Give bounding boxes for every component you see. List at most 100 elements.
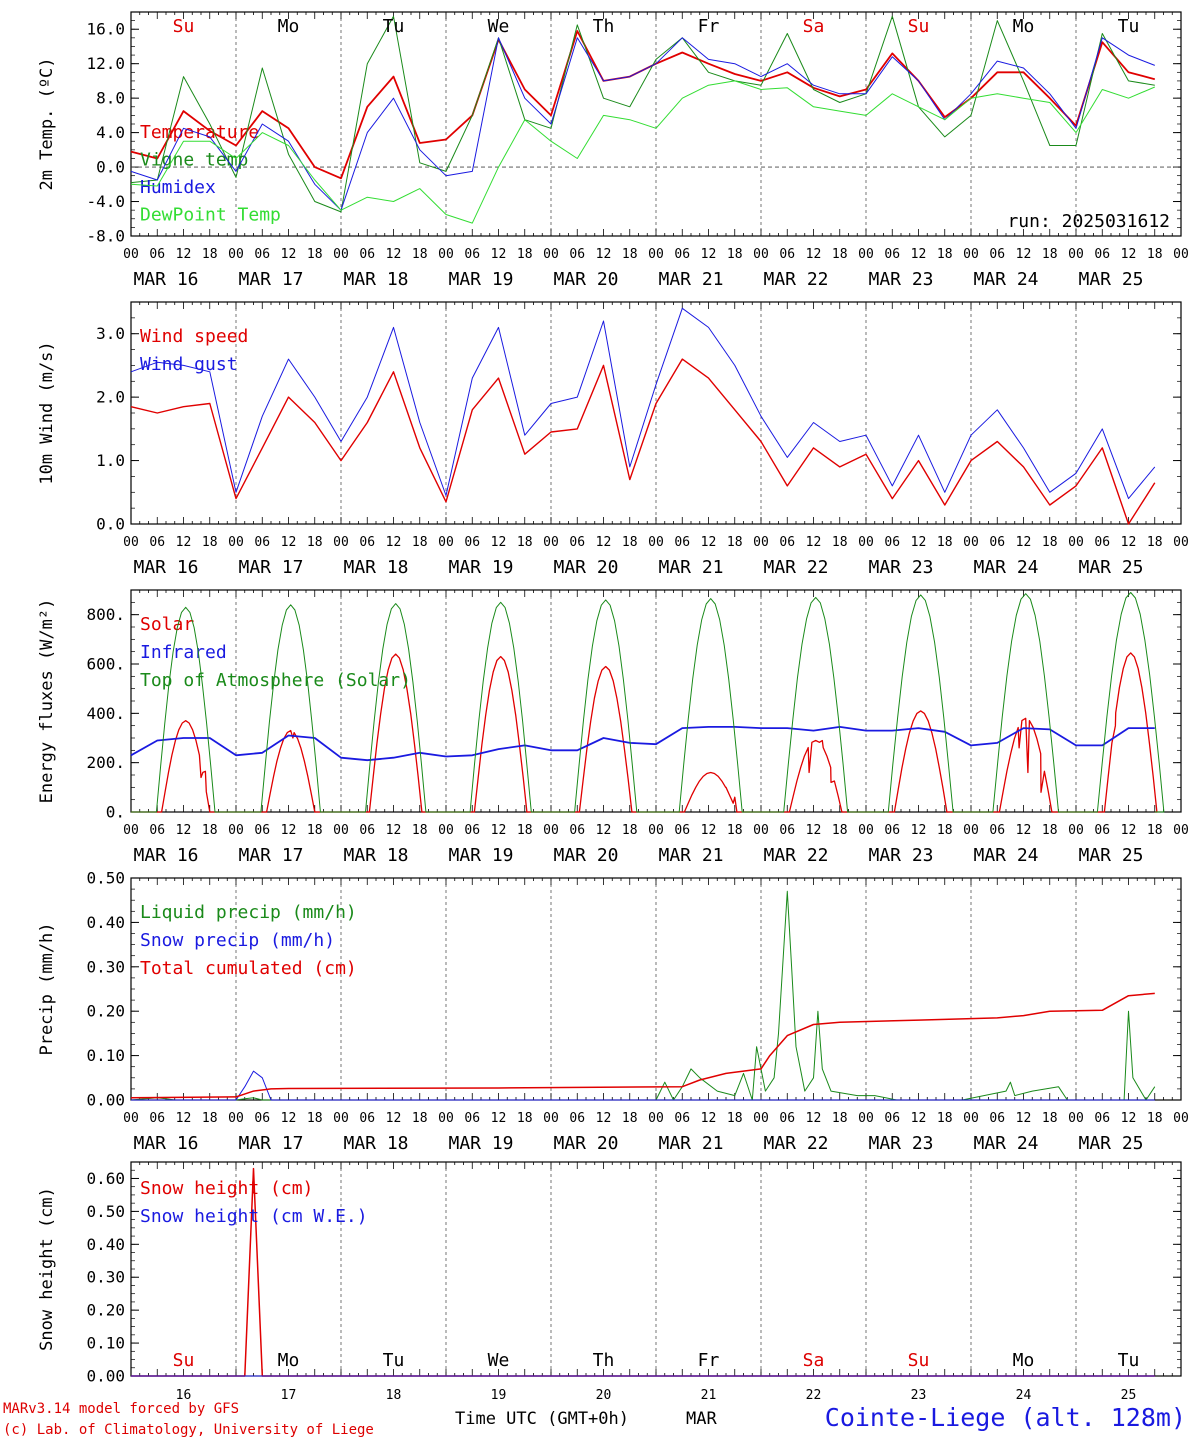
hour-label: 06 [989, 1111, 1005, 1126]
hour-label: 12 [1121, 535, 1137, 550]
hour-label: 06 [674, 535, 690, 550]
date-label: MAR 20 [553, 557, 618, 578]
day-number: 17 [281, 1388, 297, 1403]
hour-label: 06 [884, 535, 900, 550]
day-name: Mo [1013, 16, 1035, 37]
hour-label: 06 [884, 823, 900, 838]
hour-label: 00 [753, 247, 769, 262]
hour-label: 18 [202, 823, 218, 838]
hour-label: 12 [806, 247, 822, 262]
hour-label: 18 [1147, 1111, 1163, 1126]
y-axis-label: 10m Wind (m/s) [37, 341, 57, 484]
hour-label: 00 [228, 1111, 244, 1126]
day-name: Mo [278, 1350, 300, 1371]
hour-label: 18 [307, 1111, 323, 1126]
date-label: MAR 21 [658, 557, 723, 578]
legend-entry: Vigne temp [140, 150, 248, 171]
footer-station: Cointe-Liege (alt. 128m) [825, 1403, 1186, 1432]
y-tick-label: -8.0 [86, 227, 125, 246]
hour-label: 06 [359, 535, 375, 550]
legend-entry: Snow height (cm W.E.) [140, 1206, 368, 1227]
y-tick-label: 0.40 [86, 913, 125, 932]
series-line-wind-gust [130, 307, 1156, 500]
hour-label: 06 [989, 247, 1005, 262]
hour-label: 06 [1094, 535, 1110, 550]
hour-label: 18 [727, 1111, 743, 1126]
legend-entry: Infrared [140, 642, 227, 663]
hour-label: 00 [543, 535, 559, 550]
hour-label: 00 [1068, 823, 1084, 838]
day-name: Th [593, 1350, 615, 1371]
hour-label: 18 [622, 823, 638, 838]
y-tick-label: 0.50 [86, 1202, 125, 1221]
hour-label: 12 [1121, 823, 1137, 838]
hour-label: 06 [464, 1111, 480, 1126]
day-number: 25 [1121, 1388, 1137, 1403]
hour-label: 12 [911, 247, 927, 262]
y-tick-label: 0.00 [86, 1091, 125, 1110]
day-name: We [488, 1350, 510, 1371]
hour-label: 00 [228, 535, 244, 550]
day-number: 19 [491, 1388, 507, 1403]
hour-label: 06 [569, 535, 585, 550]
hour-label: 06 [149, 823, 165, 838]
hour-label: 00 [753, 535, 769, 550]
hour-label: 12 [596, 823, 612, 838]
hour-label: 12 [1016, 1111, 1032, 1126]
hour-label: 12 [281, 535, 297, 550]
y-tick-label: -4.0 [86, 192, 125, 211]
date-label: MAR 19 [448, 1133, 513, 1154]
hour-label: 12 [1121, 1111, 1137, 1126]
hour-label: 06 [254, 1111, 270, 1126]
hour-label: 12 [701, 247, 717, 262]
hour-label: 18 [727, 247, 743, 262]
hour-label: 18 [937, 1111, 953, 1126]
date-label: MAR 19 [448, 845, 513, 866]
date-label: MAR 22 [763, 845, 828, 866]
date-label: MAR 20 [553, 845, 618, 866]
y-tick-label: 0.0 [96, 158, 125, 177]
hour-label: 06 [779, 535, 795, 550]
y-tick-label: 1.0 [96, 451, 125, 470]
hour-label: 00 [1068, 1111, 1084, 1126]
footer-copyright: (c) Lab. of Climatology, University of L… [3, 1422, 374, 1438]
hour-label: 18 [727, 535, 743, 550]
day-name: Fr [698, 16, 720, 37]
hour-label: 00 [1068, 247, 1084, 262]
hour-label: 06 [1094, 823, 1110, 838]
hour-label: 12 [491, 1111, 507, 1126]
hour-label: 18 [307, 535, 323, 550]
date-label: MAR 23 [868, 269, 933, 290]
hour-label: 06 [464, 823, 480, 838]
series-line-solar [131, 652, 1158, 813]
hour-label: 00 [543, 247, 559, 262]
day-name: Sa [803, 1350, 825, 1371]
legend-entry: Top of Atmosphere (Solar) [140, 670, 411, 691]
y-tick-label: 4.0 [96, 123, 125, 142]
hour-label: 06 [569, 247, 585, 262]
y-axis-label: Snow height (cm) [37, 1187, 57, 1351]
y-tick-label: 0. [106, 803, 125, 822]
hour-label: 00 [438, 535, 454, 550]
hour-label: 06 [149, 535, 165, 550]
date-label: MAR 17 [238, 1133, 303, 1154]
date-label: MAR 22 [763, 1133, 828, 1154]
hour-label: 12 [176, 823, 192, 838]
chart-panel-1: -8.0 -4.0 0.0 4.0 8.0 12.0 16.0 2m Temp. (ºC) Te… [37, 11, 1189, 290]
y-tick-label: 400. [86, 704, 125, 723]
hour-label: 06 [779, 823, 795, 838]
legend-entry: Snow precip (mm/h) [140, 930, 335, 951]
hour-label: 18 [1147, 823, 1163, 838]
hour-label: 12 [596, 535, 612, 550]
date-label: MAR 19 [448, 557, 513, 578]
hour-label: 06 [1094, 1111, 1110, 1126]
hour-label: 00 [858, 247, 874, 262]
hour-label: 06 [674, 1111, 690, 1126]
hour-label: 00 [333, 247, 349, 262]
hour-label: 18 [1042, 247, 1058, 262]
hour-label: 06 [254, 247, 270, 262]
date-label: MAR 23 [868, 1133, 933, 1154]
hour-label: 18 [412, 247, 428, 262]
day-number: 21 [701, 1388, 717, 1403]
